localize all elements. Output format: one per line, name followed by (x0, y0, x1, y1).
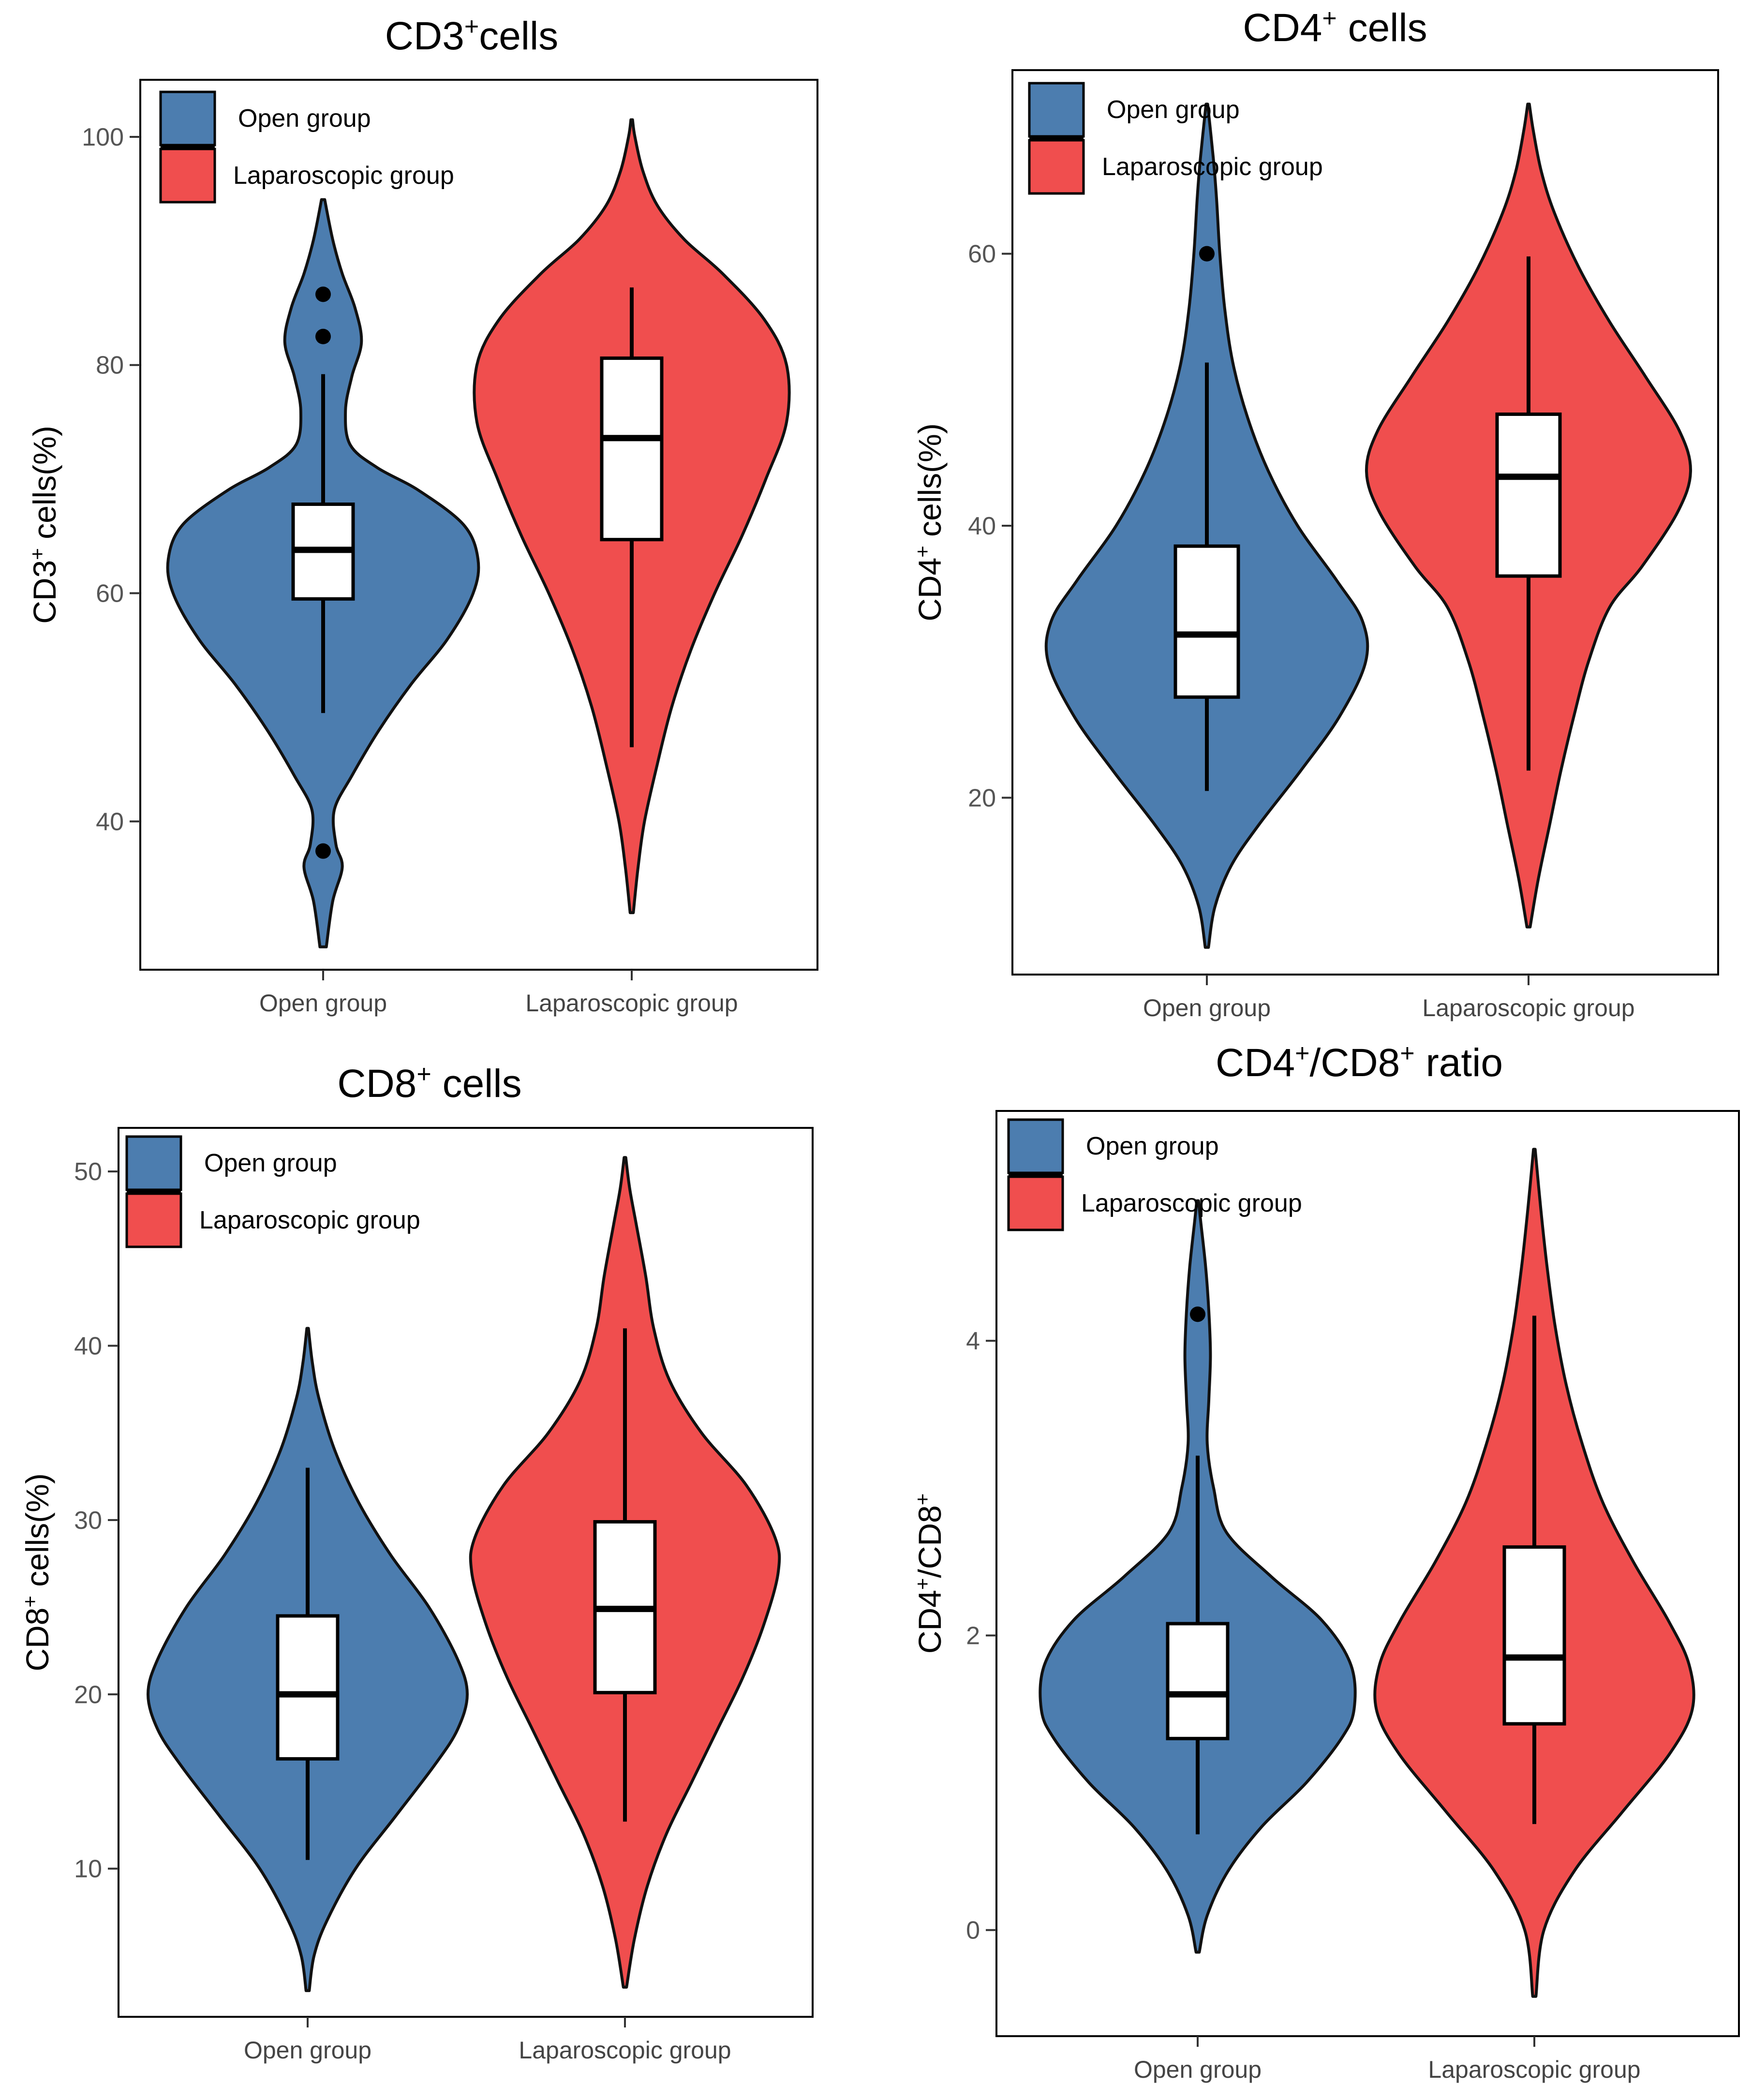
legend: Open group Laparoscopic group (159, 90, 454, 204)
title-superscript: + (1322, 4, 1336, 32)
x-tick-label: Laparoscopic group (525, 990, 738, 1017)
ylabel-text: cells(%) (912, 423, 948, 546)
legend: Open group Laparoscopic group (1007, 1118, 1302, 1231)
ylabel-superscript: + (18, 1596, 41, 1608)
y-tick-label: 100 (82, 123, 124, 151)
title-text: CD3 (385, 14, 464, 58)
y-tick-label: 40 (74, 1332, 102, 1360)
legend-swatch-open (159, 90, 216, 147)
legend: Open group Laparoscopic group (125, 1135, 420, 1248)
box-iqr (1166, 1622, 1230, 1741)
title-superscript: + (416, 1060, 431, 1088)
ylabel-text: cells(%) (27, 426, 62, 548)
title-superscript: + (1295, 1039, 1309, 1067)
legend: Open group Laparoscopic group (1028, 82, 1323, 195)
ylabel-text: CD4 (912, 558, 948, 621)
panel-border (118, 1127, 814, 2018)
y-tick-label: 30 (74, 1507, 102, 1535)
ylabel-text: cells(%) (19, 1473, 55, 1596)
outlier-point (1199, 246, 1215, 262)
ylabel-text: /CD8 (912, 1505, 948, 1578)
x-tick-label: Open group (1143, 994, 1271, 1021)
title-text: /CD8 (1309, 1041, 1400, 1085)
title-text: cells (479, 14, 558, 58)
chart-title: CD3+cells (385, 13, 558, 58)
legend-label-laparoscopic: Laparoscopic group (199, 1206, 420, 1234)
outlier-point (315, 328, 331, 344)
legend-label-open: Open group (1107, 96, 1240, 124)
outlier-point (315, 286, 331, 302)
title-text: CD4 (1243, 6, 1322, 50)
outlier-point (315, 843, 331, 859)
y-tick-label: 40 (96, 808, 124, 836)
legend-swatch-laparoscopic (159, 148, 216, 204)
chart-title: CD8+ cells (337, 1060, 521, 1106)
y-tick-label: 2 (966, 1622, 980, 1650)
ylabel-superscript: + (911, 1494, 934, 1506)
ylabel-text: CD8 (19, 1608, 55, 1671)
ylabel-text: CD3 (27, 560, 62, 624)
title-text: ratio (1415, 1041, 1503, 1085)
legend-swatch-laparoscopic (125, 1192, 182, 1248)
ylabel-superscript: + (911, 546, 934, 558)
panel-border (1011, 69, 1719, 976)
box-iqr (1502, 1545, 1566, 1726)
ylabel-superscript: + (26, 548, 48, 560)
chart-title: CD4+ cells (1243, 4, 1427, 50)
x-tick-label: Open group (244, 2037, 371, 2064)
title-superscript: + (1400, 1039, 1414, 1067)
box-iqr (600, 356, 664, 542)
y-tick-label: 60 (96, 580, 124, 608)
y-axis-label: CD3+ cells(%) (26, 426, 62, 624)
box-iqr (1495, 412, 1562, 578)
title-text: cells (1337, 6, 1427, 50)
x-tick-label: Laparoscopic group (1422, 994, 1634, 1021)
y-tick-label: 20 (968, 784, 996, 812)
y-axis-label: CD4+ cells(%) (911, 423, 948, 621)
y-tick-label: 20 (74, 1681, 102, 1709)
y-tick-label: 50 (74, 1158, 102, 1186)
legend-label-laparoscopic: Laparoscopic group (233, 162, 454, 190)
legend-label-open: Open group (1086, 1132, 1219, 1160)
box-iqr (1173, 544, 1240, 699)
title-superscript: + (464, 13, 479, 41)
x-tick-label: Open group (1134, 2056, 1262, 2083)
title-text: CD8 (337, 1062, 416, 1106)
legend-label-laparoscopic: Laparoscopic group (1081, 1189, 1302, 1217)
title-text: cells (431, 1062, 522, 1106)
legend-swatch-open (1028, 82, 1085, 138)
y-tick-label: 60 (968, 240, 996, 268)
y-tick-label: 40 (968, 512, 996, 540)
legend-label-open: Open group (204, 1149, 337, 1177)
y-tick-label: 10 (74, 1855, 102, 1883)
box-iqr (276, 1614, 340, 1761)
y-tick-label: 4 (966, 1327, 980, 1355)
y-axis-label: CD8+ cells(%) (18, 1473, 55, 1671)
legend-swatch-laparoscopic (1028, 139, 1085, 195)
chart-title: CD4+/CD8+ ratio (1216, 1039, 1503, 1085)
ylabel-superscript: + (911, 1578, 934, 1590)
x-tick-label: Laparoscopic group (1428, 2056, 1640, 2083)
legend-swatch-laparoscopic (1007, 1175, 1064, 1231)
y-tick-label: 80 (96, 352, 124, 380)
y-tick-label: 0 (966, 1917, 980, 1945)
legend-swatch-open (1007, 1118, 1064, 1174)
x-tick-label: Laparoscopic group (519, 2037, 731, 2064)
y-axis-label: CD4+/CD8+ (911, 1494, 948, 1654)
panel-border (995, 1110, 1740, 2037)
outlier-point (1190, 1306, 1205, 1322)
x-tick-label: Open group (259, 990, 387, 1017)
legend-label-open: Open group (238, 104, 371, 133)
ylabel-text: CD4 (912, 1590, 948, 1654)
legend-label-laparoscopic: Laparoscopic group (1102, 153, 1323, 181)
title-text: CD4 (1216, 1041, 1295, 1085)
panel-border (139, 79, 818, 971)
legend-swatch-open (125, 1135, 182, 1191)
